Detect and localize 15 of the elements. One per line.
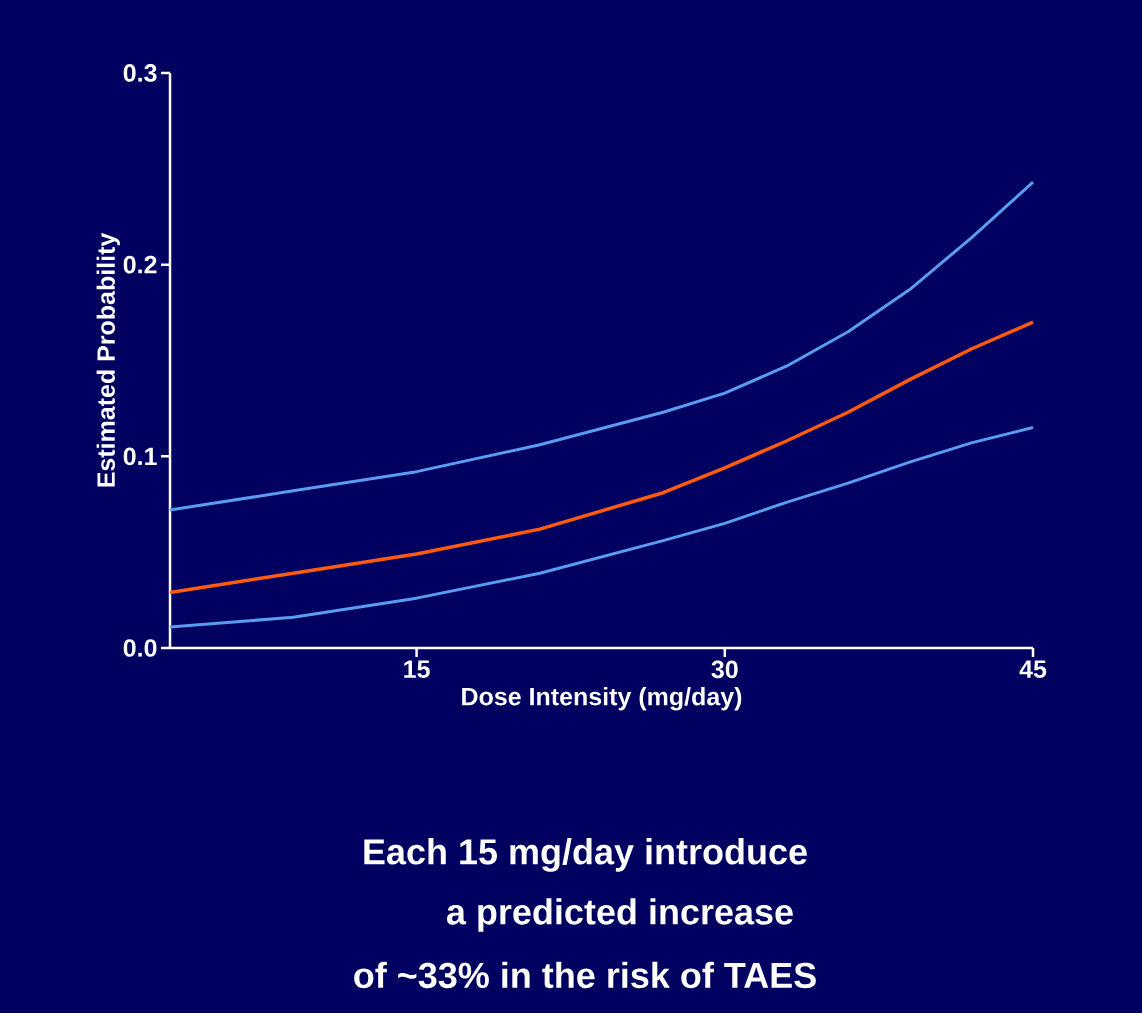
x-axis-title: Dose Intensity (mg/day) [462,687,742,711]
y-tick-label: 0.2 [123,255,157,274]
text: a predicted increase [446,898,793,932]
y-tick-label: 0.0 [123,639,157,657]
y-tick-label: 0.1 [123,447,157,466]
x-tick-label: 15 [404,660,430,678]
text: Each 15 mg/day introduce [364,838,807,872]
line-series [168,426,1035,629]
x-tick-label: 45 [1019,660,1047,678]
y-tick-label: 0.3 [123,64,157,82]
text: of ~33% in the risk of TAES [354,961,816,989]
line-series [168,180,1035,512]
y-axis-title: Estimated Probability [96,232,120,487]
x-tick-label: 30 [711,660,738,679]
line-series [168,320,1035,595]
